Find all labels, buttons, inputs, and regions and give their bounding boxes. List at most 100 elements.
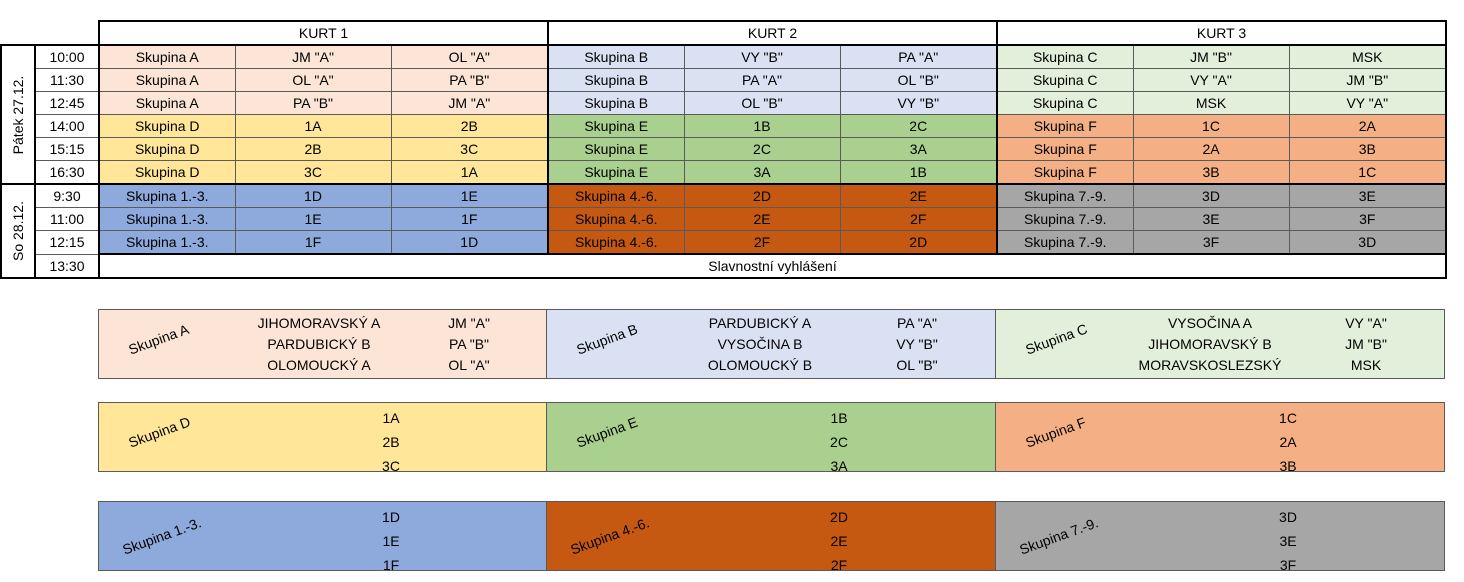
legend-group-name: Skupina B [574,320,640,358]
legend-seeds: 3D 3E 3F [1258,505,1318,577]
group-cell: Skupina 1.-3. [98,230,236,255]
seed-label: 3E [1279,533,1297,549]
group-cell: Skupina C [996,44,1134,69]
time-cell: 10:00 [34,44,100,69]
group-cell: Skupina 4.-6. [547,230,685,255]
team-cell: 3F [1288,207,1447,231]
seed-label: 2F [830,557,848,573]
court-header: KURT 2 [547,20,998,46]
team-cell: 1F [390,207,549,231]
group-cell: Skupina 7.-9. [996,183,1134,208]
team-cell: 3A [683,160,841,185]
match-row: 15:15 Skupina D 2B 3C Skupina E 2C 3A Sk… [1,137,1447,161]
legend-groups-abc: Skupina A JIHOMORAVSKÝ A PARDUBICKÝ B OL… [98,309,1446,379]
team-cell: PA "A" [683,68,841,92]
team-cell: VY "A" [1288,91,1447,115]
team-cell: 2F [683,230,841,255]
legend-groups-def: Skupina D 1A 2B 3C Skupina E 1B 2C 3A Sk… [98,402,1446,474]
time-cell: 14:00 [34,114,100,138]
team-code: JM "B" [1345,336,1387,352]
legend-team-names: PARDUBICKÝ A VYSOČINA B OLOMOUCKÝ B [660,313,860,376]
group-cell: Skupina F [996,160,1134,185]
group-cell: Skupina B [547,91,685,115]
team-cell: 2D [683,183,841,208]
time-cell: 16:30 [34,160,100,185]
court-header: KURT 1 [98,20,549,46]
team-code: JM "A" [448,315,490,331]
team-name: MORAVSKOSLEZSKÝ [1138,357,1282,373]
group-cell: Skupina 4.-6. [547,183,685,208]
team-name: OLOMOUCKÝ B [707,357,813,373]
team-code: PA "B" [448,336,490,352]
group-cell: Skupina E [547,137,685,161]
legend-group-a: Skupina A JIHOMORAVSKÝ A PARDUBICKÝ B OL… [98,309,547,379]
legend-group-name: Skupina 4.-6. [568,514,652,558]
seed-label: 2D [830,509,848,525]
group-cell: Skupina 4.-6. [547,207,685,231]
seed-label: 1C [1279,410,1297,426]
match-row: So 28.12. 9:30 Skupina 1.-3. 1D 1E Skupi… [0,183,1447,279]
group-cell: Skupina 7.-9. [996,230,1134,255]
team-name: OLOMOUCKÝ A [267,357,371,373]
team-cell: JM "B" [1132,44,1290,69]
group-cell: Skupina A [98,91,236,115]
group-cell: Skupina 1.-3. [98,207,236,231]
team-cell: 1C [1288,160,1447,185]
team-cell: 1F [234,230,392,255]
legend-seeds: 1A 2B 3C [361,406,421,478]
team-cell: 3C [234,160,392,185]
team-cell: PA "B" [390,68,549,92]
team-cell: 3F [1132,230,1290,255]
legend-group-b: Skupina B PARDUBICKÝ A VYSOČINA B OLOMOU… [547,309,996,379]
legend-group-d: Skupina D 1A 2B 3C [98,402,547,474]
group-cell: Skupina D [98,114,236,138]
legend-group-name: Skupina 1.-3. [120,514,204,558]
team-cell: 3E [1132,207,1290,231]
legend-group-name: Skupina 7.-9. [1017,514,1101,558]
seed-label: 3B [1279,458,1297,474]
legend-group-4-6: Skupina 4.-6. 2D 2E 2F [547,501,996,573]
team-cell: 1B [839,160,998,185]
legend-seeds: 1D 1E 1F [361,505,421,577]
group-cell: Skupina E [547,114,685,138]
group-cell: Skupina 7.-9. [996,207,1134,231]
group-cell: Skupina F [996,137,1134,161]
match-row: 12:45 Skupina A PA "B" JM "A" Skupina B … [1,91,1447,115]
legend-group-name: Skupina E [574,413,640,451]
match-row: 16:30 Skupina D 3C 1A Skupina E 3A 1B Sk… [1,160,1447,185]
day-label: So 28.12. [0,183,36,279]
group-cell: Skupina D [98,160,236,185]
legend-seeds: 2D 2E 2F [809,505,869,577]
seed-label: 1E [382,533,400,549]
seed-label: 1B [830,410,848,426]
team-cell: 2A [1288,114,1447,138]
team-code: OL "B" [896,357,938,373]
seed-label: 2B [382,434,400,450]
team-name: VYSOČINA B [717,336,803,352]
match-row: 11:00 Skupina 1.-3. 1E 1F Skupina 4.-6. … [1,207,1447,231]
team-name: JIHOMORAVSKÝ A [257,315,381,331]
seed-label: 2E [830,533,848,549]
team-cell: OL "A" [234,68,392,92]
team-cell: VY "B" [839,91,998,115]
team-cell: PA "A" [839,44,998,69]
team-cell: PA "B" [234,91,392,115]
team-name: JIHOMORAVSKÝ B [1148,336,1272,352]
time-cell: 12:45 [34,91,100,115]
time-cell: 12:15 [34,230,100,255]
legend-seeds: 1C 2A 3B [1258,406,1318,478]
court-header: KURT 3 [996,20,1447,46]
team-cell: 2D [839,230,998,255]
team-cell: VY "B" [683,44,841,69]
team-cell: 3A [839,137,998,161]
match-row: 14:00 Skupina D 1A 2B Skupina E 1B 2C Sk… [1,114,1447,138]
team-code: PA "A" [896,315,938,331]
group-cell: Skupina A [98,68,236,92]
team-cell: 1B [683,114,841,138]
team-cell: 2B [390,114,549,138]
court-header-row: KURT 1 KURT 2 KURT 3 [1,20,1447,46]
group-cell: Skupina B [547,44,685,69]
time-cell: 11:00 [34,207,100,231]
legend-group-f: Skupina F 1C 2A 3B [996,402,1445,474]
team-cell: MSK [1288,44,1447,69]
